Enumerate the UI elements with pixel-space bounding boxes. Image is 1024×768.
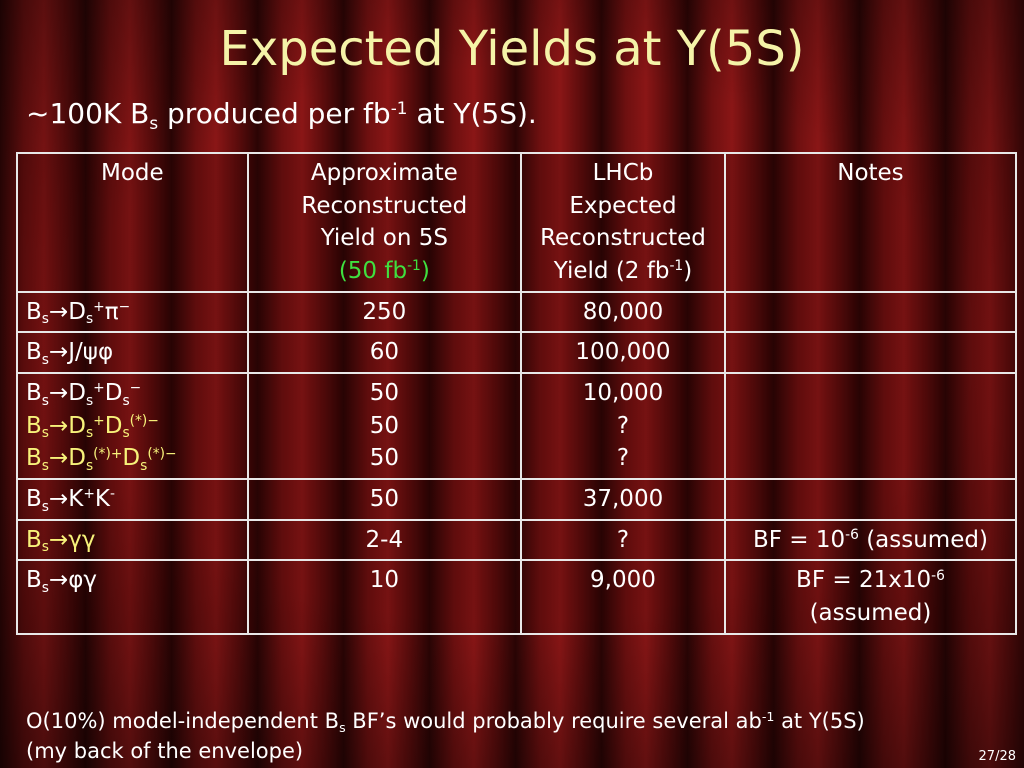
lhcb-yield: ? <box>520 518 726 562</box>
table-row: Bs→K+K- 50 37,000 <box>16 477 1018 521</box>
notes-cell <box>723 331 1018 374</box>
mode-bs-kk: Bs→K+K- <box>16 477 249 521</box>
belle-yield: 2-4 <box>246 518 523 562</box>
header-mode: Mode <box>16 152 249 293</box>
lhcb-yield: 100,000 <box>520 331 726 374</box>
table-row: Bs→γγ 2-4 ? BF = 10-6 (assumed) <box>16 518 1018 562</box>
notes-cell: BF = 21x10-6 (assumed) <box>723 559 1018 635</box>
notes-cell: BF = 10-6 (assumed) <box>723 518 1018 562</box>
table-row: Bs→Ds+π− 250 80,000 <box>16 290 1018 334</box>
mode-bs-ds-pi: Bs→Ds+π− <box>16 290 249 334</box>
footnote: O(10%) model-independent Bs BF’s would p… <box>26 706 865 766</box>
mode-bs-jpsi-phi: Bs→J/ψφ <box>16 331 249 374</box>
notes-cell <box>723 290 1018 334</box>
belle-yield: 60 <box>246 331 523 374</box>
table-row: Bs→φγ 10 9,000 BF = 21x10-6 (assumed) <box>16 559 1018 635</box>
header-notes: Notes <box>723 152 1018 293</box>
lhcb-yield: 10,000 ? ? <box>520 371 726 480</box>
page-number: 27/28 <box>978 749 1016 764</box>
footnote-line-1: O(10%) model-independent Bs BF’s would p… <box>26 709 865 736</box>
slide-title: Expected Yields at Y(5S) <box>219 21 805 77</box>
lhcb-yield: 9,000 <box>520 559 726 635</box>
header-belle-yield: Approximate Reconstructed Yield on 5S (5… <box>246 152 523 293</box>
mode-bs-ds-ds-group: Bs→Ds+Ds− Bs→Ds+Ds(*)− Bs→Ds(*)+Ds(*)− <box>16 371 249 480</box>
notes-cell <box>723 371 1018 480</box>
mode-bs-gamma-gamma: Bs→γγ <box>16 518 249 562</box>
lhcb-yield: 80,000 <box>520 290 726 334</box>
subtitle: ~100K Bs produced per fb-1 at Y(5S). <box>26 97 537 133</box>
belle-yield: 250 <box>246 290 523 334</box>
belle-yield: 50 <box>246 477 523 521</box>
table-row: Bs→Ds+Ds− Bs→Ds+Ds(*)− Bs→Ds(*)+Ds(*)− 5… <box>16 371 1018 480</box>
mode-bs-phi-gamma: Bs→φγ <box>16 559 249 635</box>
notes-cell <box>723 477 1018 521</box>
footnote-line-2: (my back of the envelope) <box>26 739 304 763</box>
header-lhcb-yield: LHCb Expected Reconstructed Yield (2 fb-… <box>520 152 726 293</box>
belle-yield: 10 <box>246 559 523 635</box>
belle-yield: 50 50 50 <box>246 371 523 480</box>
table-row: Bs→J/ψφ 60 100,000 <box>16 331 1018 374</box>
lhcb-yield: 37,000 <box>520 477 726 521</box>
yields-table: Mode Approximate Reconstructed Yield on … <box>16 152 1018 635</box>
table-header-row: Mode Approximate Reconstructed Yield on … <box>16 152 1018 293</box>
